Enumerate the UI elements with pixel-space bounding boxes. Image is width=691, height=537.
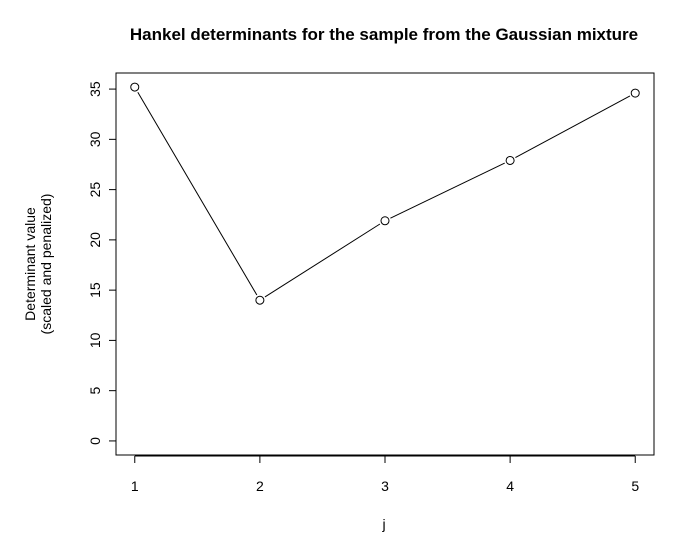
x-tick-label: 2 (256, 478, 264, 494)
x-tick-label: 3 (381, 478, 389, 494)
y-axis: 0 5 10 15 20 25 30 35 (87, 81, 117, 445)
line-segment (264, 223, 381, 298)
data-point (130, 82, 140, 92)
y-axis-label-line1: Determinant value (22, 207, 38, 321)
x-tick-label: 1 (131, 478, 139, 494)
line-segment (515, 95, 631, 159)
y-tick-label: 5 (87, 387, 103, 395)
y-tick-label: 15 (87, 282, 103, 298)
line-segment (137, 91, 258, 296)
x-tick-label: 4 (506, 478, 514, 494)
chart-title: Hankel determinants for the sample from … (130, 25, 638, 44)
y-tick-label: 30 (87, 131, 103, 147)
data-point (380, 216, 390, 226)
y-tick-label: 0 (87, 437, 103, 445)
data-point (505, 155, 515, 165)
x-tick-label: 5 (631, 478, 639, 494)
y-tick-label: 25 (87, 182, 103, 198)
data-point (630, 88, 640, 98)
y-tick-label: 10 (87, 332, 103, 348)
plot-box (115, 72, 655, 456)
data-series (130, 82, 640, 305)
y-tick-label: 20 (87, 232, 103, 248)
y-tick-label: 35 (87, 81, 103, 97)
y-axis-label-line2: (scaled and penalized) (38, 194, 54, 335)
x-axis: 1 2 3 4 5 (131, 455, 639, 494)
data-point (255, 295, 265, 305)
x-axis-label: j (381, 516, 385, 532)
line-segment (390, 162, 505, 219)
